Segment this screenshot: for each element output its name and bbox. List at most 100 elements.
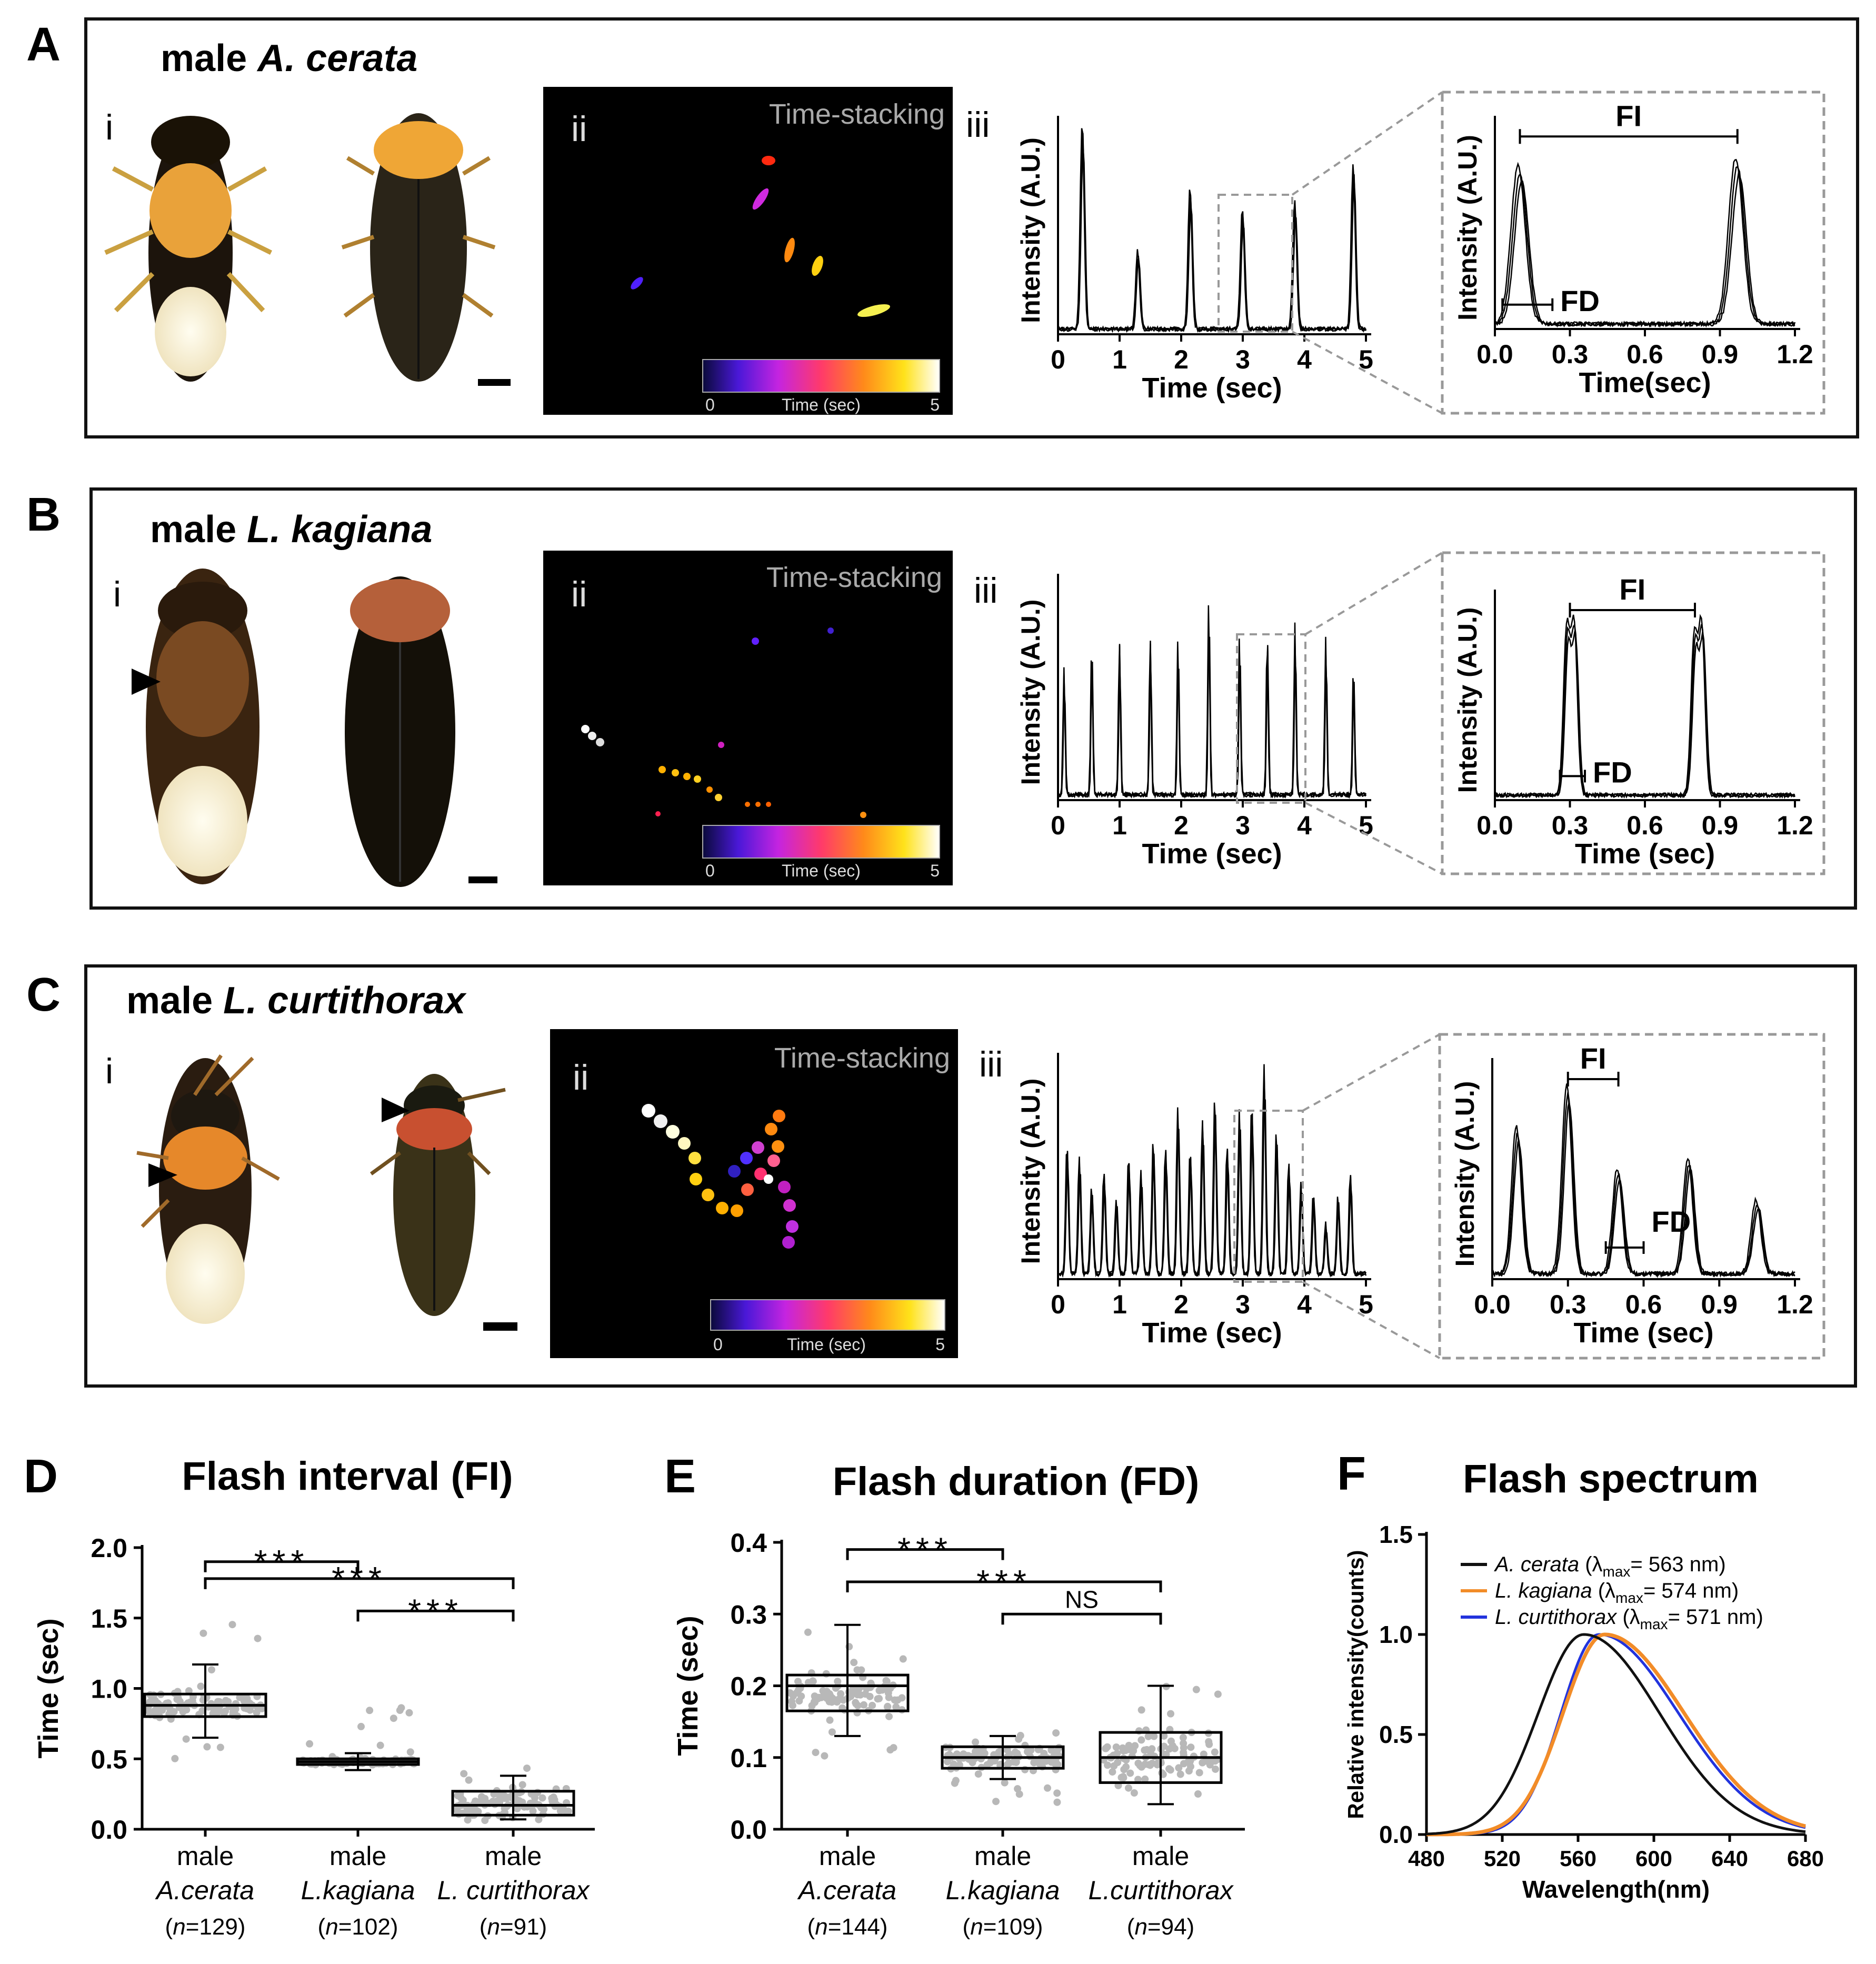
chart-D-y-label: Time (sec) (33, 1618, 64, 1758)
panel-B-label-ii: ii (571, 574, 587, 614)
zoom-C-trace-line (1491, 1102, 1795, 1278)
colorbar-B-max: 5 (930, 861, 940, 880)
data-point (216, 1743, 224, 1751)
data-point (789, 1701, 796, 1709)
data-point (1180, 1739, 1188, 1747)
panel-A-letter: A (26, 18, 61, 71)
data-point (869, 1701, 876, 1709)
zoom-window-B (1236, 633, 1306, 804)
trace-C-xtick-label: 2 (1174, 1290, 1189, 1319)
trace-C-xtick-label: 4 (1297, 1290, 1312, 1319)
trace-B-xtick-label: 0 (1051, 811, 1065, 840)
data-point (1211, 1748, 1219, 1756)
zoom-C-y-label: Intensity (A.U.) (1450, 1081, 1480, 1267)
data-point (1110, 1762, 1118, 1770)
group-label-line1: male (819, 1841, 876, 1871)
colorbar-C-label: Time (sec) (787, 1335, 866, 1354)
zoom-connector-top-B (1304, 552, 1443, 635)
chart-F-xtick-label: 520 (1484, 1846, 1521, 1871)
data-point (951, 1779, 959, 1787)
data-point (199, 1629, 207, 1637)
data-point (390, 1714, 397, 1722)
data-point (835, 1694, 843, 1702)
data-point (1027, 1746, 1035, 1754)
zoom-B-xtick-label: 0.0 (1476, 811, 1513, 840)
panel-B-label-iii: iii (974, 571, 997, 611)
data-point (529, 1807, 537, 1815)
box (785, 1673, 910, 1712)
zoom-A-xtick-label: 0.0 (1476, 340, 1513, 369)
data-point (1102, 1744, 1110, 1752)
data-point (1137, 1706, 1145, 1714)
zoom-box-C (1438, 1033, 1825, 1360)
data-point (1125, 1741, 1133, 1749)
significance-label: *** (976, 1563, 1032, 1601)
data-point (1137, 1736, 1145, 1744)
trace-C-xtick-label: 1 (1112, 1290, 1127, 1319)
data-point (1150, 1732, 1158, 1740)
data-point (804, 1679, 812, 1687)
data-point (1194, 1790, 1202, 1798)
data-point (828, 1728, 836, 1736)
data-point (473, 1807, 481, 1815)
data-point (513, 1805, 521, 1812)
data-point (852, 1699, 860, 1707)
data-point (1015, 1735, 1023, 1743)
data-point (1109, 1768, 1116, 1776)
box (451, 1790, 575, 1817)
panel-A-title: male A. cerata (161, 37, 417, 79)
data-point (885, 1712, 893, 1720)
data-point (1001, 1779, 1009, 1787)
data-point (1005, 1750, 1013, 1758)
data-point (203, 1743, 211, 1751)
chart-E-ytick-label: 0.2 (730, 1672, 767, 1701)
colorbar-B-min: 0 (705, 861, 715, 880)
data-point (883, 1703, 891, 1711)
data-point (1212, 1765, 1220, 1773)
data-point (176, 1698, 184, 1706)
chart-F-ytick-label: 0.5 (1379, 1721, 1413, 1748)
scale-bar-B (468, 876, 497, 883)
data-point (357, 1722, 365, 1730)
time-stacking-label-A: Time-stacking (769, 98, 945, 130)
chart-D-title: Flash interval (FI) (182, 1454, 513, 1499)
data-point (943, 1758, 951, 1766)
data-point (812, 1749, 820, 1757)
zoom-C-xtick-label: 1.2 (1777, 1290, 1813, 1319)
panel-C-label-ii: ii (573, 1058, 588, 1098)
data-point (1187, 1743, 1195, 1751)
spectrum-line-L. kagiana (1426, 1632, 1806, 1837)
fi-label-C: FI (1580, 1042, 1606, 1075)
trace-C-y-label: Intensity (A.U.) (1016, 1079, 1045, 1264)
trace-B-y-label: Intensity (A.U.) (1016, 600, 1045, 785)
data-point (1053, 1798, 1061, 1806)
data-point (1053, 1789, 1061, 1797)
zoom-A-xtick-label: 0.9 (1702, 340, 1739, 369)
panel-A-label-ii: ii (571, 109, 587, 149)
data-point (1148, 1745, 1156, 1753)
zoom-A-trace-line (1494, 172, 1796, 328)
zoom-C-xtick-label: 0.9 (1701, 1290, 1738, 1319)
data-point (460, 1770, 468, 1778)
data-point (1169, 1742, 1176, 1750)
colorbar-C (710, 1299, 945, 1331)
significance-bracket (204, 1560, 360, 1572)
trace-B-xtick-label: 5 (1359, 811, 1373, 840)
chart-F-ytick-label: 1.5 (1379, 1521, 1413, 1548)
trace-B: 0 1 2 3 4 5 Time (sec) Intensity (A.U.) (1016, 574, 1373, 870)
panel-B-letter: B (26, 488, 61, 541)
data-point (795, 1697, 803, 1705)
zoom-box-A (1441, 91, 1825, 415)
E-letter: E (664, 1450, 696, 1503)
zoom-C-x-label: Time (sec) (1573, 1317, 1713, 1349)
data-point (1124, 1784, 1132, 1792)
zoom-window-C (1233, 1110, 1304, 1283)
trace-B-xtick-label: 4 (1297, 811, 1312, 840)
group-n: (n=144) (807, 1914, 888, 1940)
data-point (253, 1709, 261, 1717)
panel-C-title: male L. curtithorax (126, 980, 467, 1022)
chart-E-y-label: Time (sec) (672, 1616, 704, 1756)
data-point (151, 1697, 159, 1704)
zoom-connector-bottom-C (1302, 1281, 1440, 1359)
